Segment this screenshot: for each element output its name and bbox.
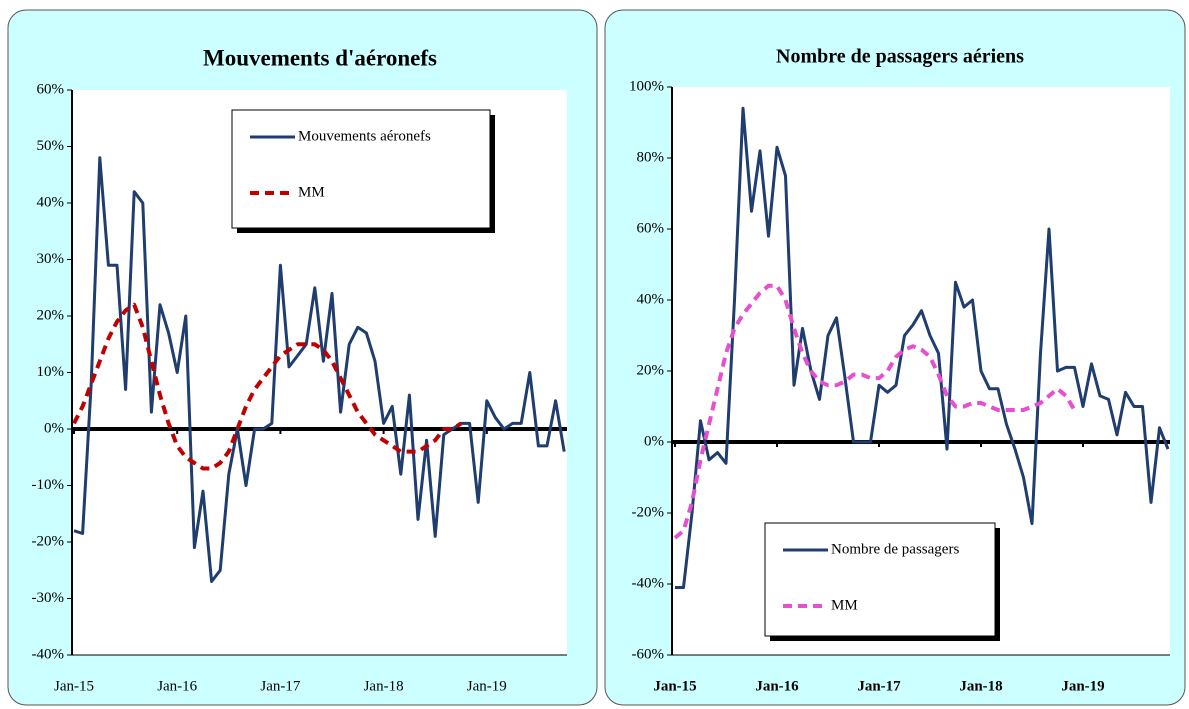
legend-label: Nombre de passagers — [831, 541, 959, 557]
y-tick-label: 30% — [37, 251, 65, 267]
legend-label: MM — [298, 184, 325, 200]
y-tick-label: -40% — [32, 646, 65, 662]
y-tick-label: 60% — [637, 220, 665, 236]
x-tick-label: Jan-19 — [467, 678, 507, 694]
y-tick-label: -20% — [32, 533, 65, 549]
x-tick-label: Jan-18 — [364, 678, 404, 694]
y-tick-label: 50% — [37, 138, 65, 154]
x-tick-label: Jan-16 — [157, 678, 197, 694]
y-tick-label: 40% — [37, 194, 65, 210]
chart-title: Mouvements d'aéronefs — [203, 45, 437, 70]
y-tick-label: -40% — [632, 575, 665, 591]
legend-label: Mouvements aéronefs — [298, 128, 431, 144]
y-tick-label: 100% — [629, 78, 664, 94]
y-tick-label: 80% — [637, 149, 665, 165]
series-line — [73, 156, 566, 583]
x-tick-label: Jan-15 — [653, 678, 696, 694]
y-tick-label: 60% — [37, 81, 65, 97]
legend-label: MM — [831, 597, 858, 613]
y-tick-label: -10% — [32, 477, 65, 493]
x-tick-label: Jan-15 — [54, 678, 94, 694]
series-line — [673, 283, 1077, 540]
y-tick-label: 40% — [637, 291, 665, 307]
chart-title: Nombre de passagers aériens — [776, 46, 1024, 68]
x-tick-label: Jan-17 — [857, 678, 901, 694]
y-tick-label: -20% — [632, 504, 665, 520]
y-tick-label: 20% — [637, 362, 665, 378]
x-tick-label: Jan-19 — [1061, 678, 1104, 694]
legend — [231, 109, 491, 229]
x-tick-label: Jan-16 — [755, 678, 799, 694]
legend — [764, 522, 996, 637]
y-tick-label: -60% — [632, 646, 665, 662]
y-tick-label: 10% — [37, 364, 65, 380]
x-tick-label: Jan-18 — [959, 678, 1002, 694]
x-tick-label: Jan-17 — [260, 678, 300, 694]
series-line — [675, 106, 1170, 589]
y-tick-label: 0% — [44, 420, 64, 436]
y-tick-label: -30% — [32, 590, 65, 606]
y-tick-label: 20% — [37, 307, 65, 323]
series-line — [72, 302, 463, 471]
y-tick-label: 0% — [644, 433, 664, 449]
